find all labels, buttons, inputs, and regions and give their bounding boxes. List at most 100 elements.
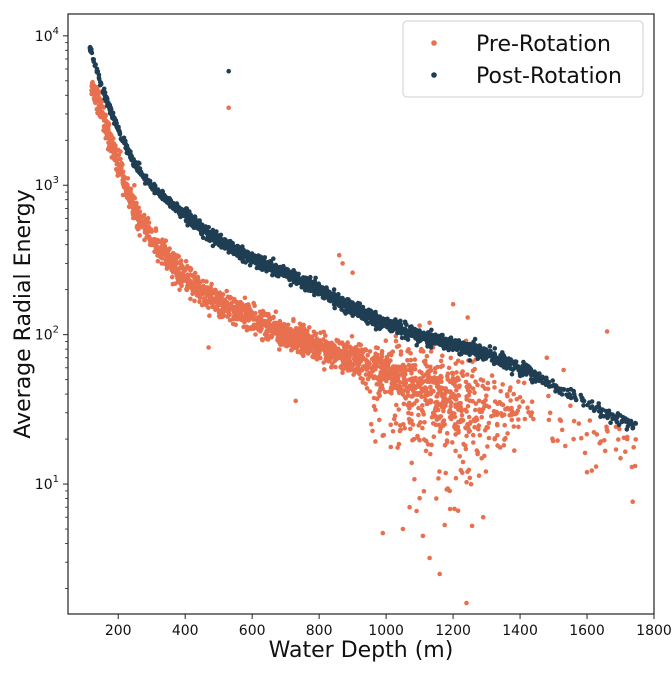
pre-rotation-point bbox=[340, 261, 345, 266]
pre-rotation-point bbox=[466, 429, 472, 435]
post-rotation-point bbox=[138, 172, 144, 177]
pre-rotation-point bbox=[440, 419, 446, 425]
pre-rotation-point bbox=[559, 427, 565, 433]
pre-rotation-point bbox=[192, 298, 197, 304]
pre-rotation-point bbox=[322, 367, 327, 372]
pre-rotation-point bbox=[136, 221, 142, 226]
pre-rotation-point bbox=[379, 383, 385, 388]
pre-rotation-point bbox=[403, 380, 409, 386]
post-rotation-point bbox=[340, 296, 345, 301]
pre-rotation-point bbox=[430, 379, 436, 385]
pre-rotation-point bbox=[343, 345, 348, 351]
pre-rotation-point bbox=[155, 258, 161, 264]
pre-rotation-point bbox=[302, 331, 308, 337]
post-rotation-point bbox=[280, 264, 286, 269]
pre-rotation-point bbox=[470, 386, 476, 391]
pre-rotation-point bbox=[428, 451, 433, 457]
pre-rotation-point bbox=[450, 301, 456, 307]
pre-rotation-point bbox=[381, 360, 387, 366]
post-rotation-point bbox=[520, 372, 525, 378]
pre-rotation-point bbox=[382, 376, 388, 382]
pre-rotation-point bbox=[289, 329, 295, 335]
pre-rotation-point bbox=[463, 407, 468, 413]
pre-rotation-point bbox=[270, 315, 276, 321]
pre-rotation-point bbox=[476, 398, 482, 404]
pre-rotation-point bbox=[172, 252, 177, 257]
pre-rotation-point bbox=[290, 346, 296, 352]
post-rotation-point bbox=[312, 278, 318, 284]
pre-rotation-point bbox=[373, 407, 378, 413]
post-rotation-point bbox=[552, 383, 557, 389]
pre-rotation-point bbox=[372, 374, 377, 379]
pre-rotation-point bbox=[467, 475, 473, 481]
pre-rotation-point bbox=[376, 356, 382, 362]
pre-rotation-point bbox=[465, 372, 470, 377]
pre-rotation-point bbox=[452, 506, 457, 512]
pre-rotation-point bbox=[388, 358, 393, 363]
pre-rotation-point bbox=[364, 359, 370, 364]
post-rotation-point bbox=[431, 334, 437, 339]
post-rotation-point bbox=[117, 132, 123, 137]
post-rotation-point bbox=[410, 332, 415, 338]
pre-rotation-point bbox=[183, 258, 189, 264]
post-rotation-point bbox=[108, 106, 113, 112]
post-rotation-point bbox=[210, 227, 216, 233]
post-rotation-point bbox=[131, 158, 136, 164]
post-rotation-point bbox=[587, 400, 592, 405]
x-axis-title: Water Depth (m) bbox=[269, 638, 454, 663]
post-rotation-point bbox=[319, 287, 325, 293]
pre-rotation-point bbox=[411, 436, 417, 442]
pre-rotation-point bbox=[531, 416, 536, 422]
pre-rotation-point bbox=[495, 433, 500, 438]
pre-rotation-point bbox=[402, 425, 408, 431]
pre-rotation-point bbox=[297, 321, 303, 327]
pre-rotation-point bbox=[602, 448, 608, 454]
pre-rotation-point bbox=[315, 350, 321, 355]
post-rotation-point bbox=[171, 206, 176, 212]
pre-rotation-point bbox=[423, 397, 428, 403]
pre-rotation-point bbox=[356, 353, 361, 359]
post-rotation-point bbox=[402, 330, 407, 336]
post-rotation-point bbox=[481, 346, 487, 351]
pre-rotation-point bbox=[357, 371, 362, 377]
post-rotation-point bbox=[291, 279, 297, 285]
pre-rotation-point bbox=[203, 290, 209, 295]
pre-rotation-point bbox=[587, 418, 593, 423]
pre-rotation-point bbox=[294, 334, 299, 340]
post-rotation-point bbox=[275, 273, 281, 279]
pre-rotation-point bbox=[94, 91, 100, 97]
post-rotation-point bbox=[601, 414, 607, 419]
post-rotation-point bbox=[219, 239, 225, 245]
pre-rotation-point bbox=[323, 333, 328, 338]
post-rotation-point bbox=[94, 66, 100, 72]
pre-rotation-point bbox=[477, 433, 483, 438]
post-rotation-point bbox=[300, 276, 305, 282]
pre-rotation-point bbox=[350, 270, 355, 276]
pre-rotation-point bbox=[104, 131, 109, 137]
pre-rotation-point bbox=[604, 427, 610, 433]
pre-rotation-point bbox=[188, 268, 193, 273]
post-rotation-point bbox=[87, 46, 93, 52]
pre-rotation-point bbox=[335, 338, 341, 344]
pre-rotation-point bbox=[363, 372, 369, 377]
pre-rotation-point bbox=[420, 425, 425, 431]
pre-rotation-point bbox=[184, 287, 190, 293]
pre-rotation-point bbox=[452, 396, 458, 402]
pre-rotation-point bbox=[349, 363, 355, 369]
post-rotation-point bbox=[312, 290, 318, 295]
pre-rotation-point bbox=[468, 481, 474, 487]
post-rotation-point bbox=[558, 386, 564, 392]
post-rotation-point bbox=[103, 95, 108, 100]
pre-rotation-point bbox=[371, 404, 377, 409]
pre-rotation-point bbox=[435, 391, 441, 396]
post-rotation-point bbox=[627, 420, 632, 426]
post-rotation-point bbox=[290, 274, 296, 279]
pre-rotation-point bbox=[428, 364, 433, 370]
pre-rotation-point bbox=[175, 279, 181, 285]
pre-rotation-point bbox=[242, 295, 248, 301]
pre-rotation-point bbox=[144, 220, 149, 225]
post-rotation-point bbox=[557, 390, 562, 396]
pre-rotation-point bbox=[126, 197, 132, 203]
pre-rotation-point bbox=[412, 401, 417, 406]
pre-rotation-point bbox=[115, 147, 121, 153]
